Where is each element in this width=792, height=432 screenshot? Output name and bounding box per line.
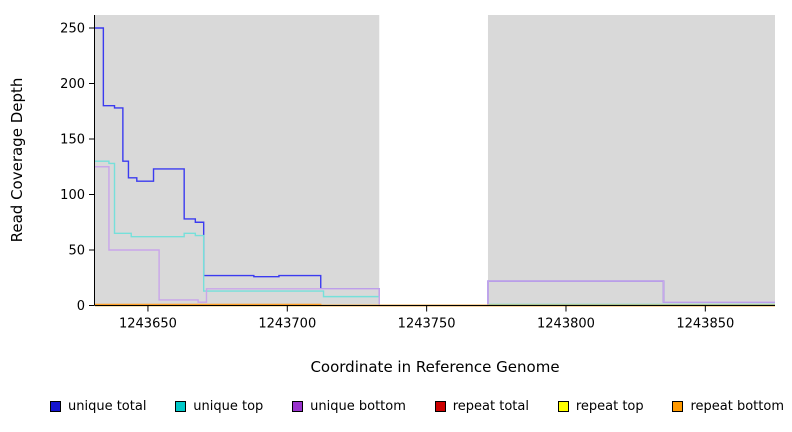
legend-swatch-icon (672, 401, 684, 412)
y-tick-label: 50 (68, 244, 85, 259)
legend-label: repeat total (452, 399, 529, 414)
legend-item-repeat-top: repeat top (557, 399, 644, 414)
legend-swatch-icon (292, 401, 304, 412)
coverage-gap-region (379, 15, 488, 306)
legend-label: repeat top (575, 399, 644, 414)
series-unique-bottom (95, 166, 775, 307)
y-tick-label: 150 (60, 133, 85, 148)
x-axis-label: Coordinate in Reference Genome (310, 358, 560, 376)
legend-item-repeat-bottom: repeat bottom (672, 399, 784, 414)
legend-label: unique top (193, 399, 264, 414)
x-tick-label: 1243650 (119, 317, 177, 332)
legend-swatch-icon (50, 401, 61, 412)
legend-item-unique-top: unique top (175, 399, 263, 414)
legend-item-repeat-total: repeat total (434, 399, 529, 414)
y-tick-label: 200 (60, 77, 85, 92)
legend-label: repeat bottom (690, 399, 784, 414)
y-tick-label: 0 (77, 299, 85, 314)
legend-item-unique-bottom: unique bottom (292, 399, 406, 414)
legend-swatch-icon (557, 401, 569, 412)
legend-swatch-icon (434, 401, 446, 412)
coverage-plot: 0 50 100 150 200 250 1243650 1243700 1243750 1243… (60, 15, 775, 332)
y-tick-label: 100 (60, 188, 85, 203)
legend-swatch-icon (175, 401, 187, 412)
y-tick-label: 250 (60, 22, 85, 37)
x-tick-label: 1243750 (398, 317, 456, 332)
legend-item-unique-total: unique total (50, 399, 146, 414)
x-tick-label: 1243700 (258, 317, 316, 332)
legend-label: unique bottom (310, 399, 406, 414)
legend: unique total unique top unique bottom repea… (50, 399, 784, 414)
x-tick-label: 1243850 (676, 317, 734, 332)
x-tick-label: 1243800 (537, 317, 595, 332)
legend-label: unique total (68, 399, 147, 414)
